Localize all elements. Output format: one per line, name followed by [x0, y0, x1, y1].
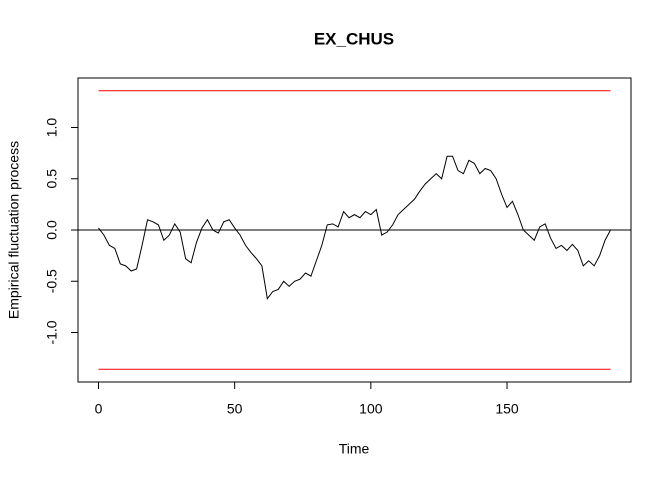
fluctuation-line [98, 155, 611, 300]
y-tick-label: 1.0 [44, 118, 60, 138]
y-tick-label: -1.0 [44, 320, 60, 344]
y-tick-label: 0.5 [44, 169, 60, 189]
x-axis-label: Time [339, 441, 370, 457]
y-axis-label: Empirical fluctuation process [6, 141, 22, 319]
x-tick-label: 150 [495, 401, 519, 417]
x-tick-label: 100 [359, 401, 383, 417]
x-tick-label: 0 [95, 401, 103, 417]
y-tick-label: -0.5 [44, 269, 60, 293]
chart-title: EX_CHUS [314, 29, 394, 48]
y-tick-label: 0.0 [44, 220, 60, 240]
x-tick-label: 50 [227, 401, 243, 417]
